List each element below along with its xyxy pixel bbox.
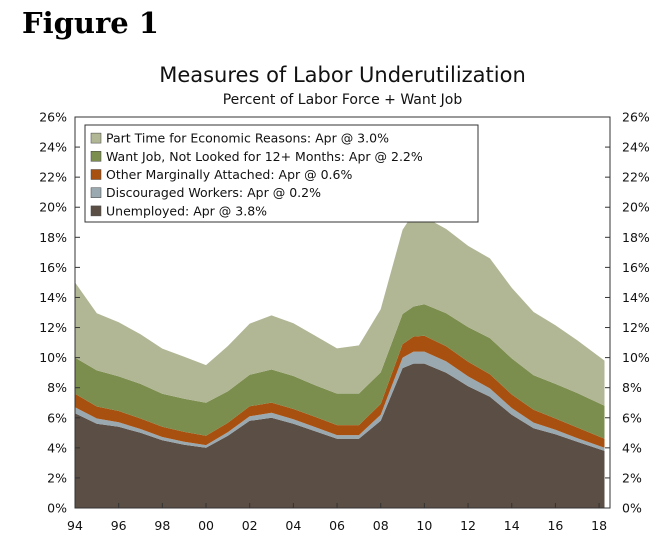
legend-box [84,124,479,223]
y-tick-label-left: 22% [39,170,67,185]
y-tick-label-right: 0% [622,501,642,516]
axes-group: 0% 0% 2% 2% 4% 4% 6% 6% 8% 8% 10% 10% 12% 12% 14% 14% 16… [39,110,650,534]
y-tick-label-right: 18% [622,230,650,245]
area-series-other-marginally-attached [75,335,605,448]
area-series-unemployed [75,363,605,508]
y-tick-label-left: 10% [39,350,67,365]
y-tick-label-right: 16% [622,260,650,275]
y-tick-label-right: 10% [622,350,650,365]
plot-frame [74,116,611,509]
y-tick-label-left: 18% [39,230,67,245]
chart-subtitle: Percent of Labor Force + Want Job [222,92,463,108]
x-tick-label: 02 [242,518,258,533]
y-tick-label-right: 4% [622,440,642,455]
x-tick-label: 00 [198,518,214,533]
y-tick-label-right: 6% [622,410,642,425]
y-tick-label-right: 2% [622,470,642,485]
figure-label: Figure 1 [22,6,159,40]
y-tick-label-left: 8% [47,380,67,395]
legend-swatch [90,132,102,144]
y-tick-label-right: 14% [622,290,650,305]
area-series-discouraged-workers [75,351,605,451]
y-tick-label-left: 20% [39,200,67,215]
legend-label: Unemployed: Apr @ 3.8% [106,203,267,218]
y-tick-label-left: 24% [39,140,67,155]
x-tick-label: 14 [504,518,520,533]
y-tick-label-right: 24% [622,140,650,155]
y-tick-label-left: 6% [47,410,67,425]
area-series-want-job-not-looked-for-12-months [75,304,605,439]
x-tick-label: 16 [547,518,563,533]
x-tick-label: 96 [111,518,127,533]
area-series-group [75,213,605,508]
legend-label: Other Marginally Attached: Apr @ 0.6% [106,167,352,182]
y-tick-label-left: 16% [39,260,67,275]
legend-swatch [90,169,102,180]
y-tick-label-left: 12% [39,320,67,335]
x-tick-label: 10 [416,518,432,533]
y-tick-label-right: 20% [622,200,650,215]
y-tick-label-right: 26% [622,110,650,125]
y-tick-label-left: 4% [47,440,67,455]
legend-label: Want Job, Not Looked for 12+ Months: Apr… [106,149,423,164]
legend-label: Part Time for Economic Reasons: Apr @ 3.… [106,131,389,146]
y-tick-label-right: 22% [622,170,650,185]
y-tick-label-right: 8% [622,380,642,395]
y-tick-label-left: 2% [47,470,67,485]
y-tick-label-left: 14% [39,290,67,305]
y-tick-label-right: 12% [622,320,650,335]
chart-title: Measures of Labor Underutilization [159,63,526,87]
y-tick-label-left: 0% [47,501,67,516]
x-tick-label: 12 [460,518,476,533]
x-tick-label: 06 [329,518,345,533]
x-tick-label: 04 [285,518,301,533]
x-tick-label: 18 [591,518,607,533]
x-tick-label: 98 [154,518,170,533]
legend-swatch [90,205,102,217]
legend-swatch [90,187,102,198]
x-tick-label: 94 [67,518,83,533]
y-tick-label-left: 26% [39,110,67,125]
legend: Part Time for Economic Reasons: Apr @ 3.… [84,124,479,223]
area-series-part-time-for-economic-reasons [75,213,605,406]
legend-swatch [90,151,102,162]
x-tick-label: 08 [373,518,389,533]
legend-label: Discouraged Workers: Apr @ 0.2% [106,185,321,200]
